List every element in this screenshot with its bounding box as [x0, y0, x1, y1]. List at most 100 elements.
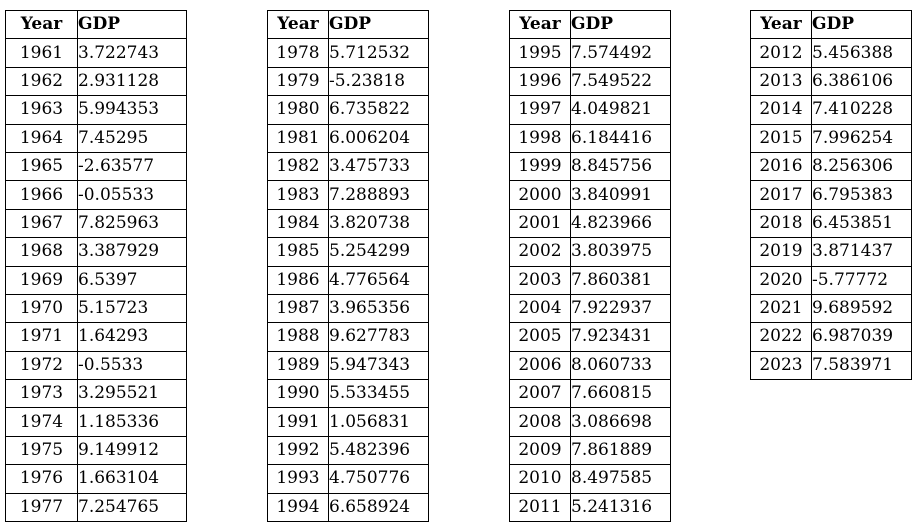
gdp-cell: 7.996254 — [811, 123, 912, 153]
year-cell: 2009 — [509, 435, 571, 466]
year-cell: 2010 — [509, 464, 571, 494]
table-row: 2018 6.453851 — [750, 208, 912, 239]
gdp-cell: 7.583971 — [811, 350, 912, 381]
year-cell: 1976 — [5, 464, 78, 494]
table-row: 2008 3.086698 — [509, 407, 671, 437]
table-row: 1993 4.750776 — [267, 464, 429, 494]
table-row: 1997 4.049821 — [509, 95, 671, 125]
table-row: 1961 3.722743 — [5, 38, 187, 68]
table-row: 1999 8.845756 — [509, 151, 671, 182]
gdp-cell: 3.086698 — [570, 407, 671, 437]
table-row: 2000 3.840991 — [509, 180, 671, 210]
gdp-cell: 7.860381 — [570, 265, 671, 295]
gdp-cell: 3.840991 — [570, 180, 671, 210]
year-cell: 2018 — [750, 208, 812, 239]
year-cell: 1973 — [5, 379, 78, 409]
table-row: 1988 9.627783 — [267, 322, 429, 352]
gdp-cell: 6.006204 — [328, 123, 429, 153]
year-cell: 1980 — [267, 95, 329, 125]
gdp-cell: 6.987039 — [811, 322, 912, 352]
gdp-cell: 6.453851 — [811, 208, 912, 239]
table-row: 2012 5.456388 — [750, 38, 912, 68]
table-row: 1987 3.965356 — [267, 293, 429, 324]
year-cell: 1978 — [267, 38, 329, 68]
table-row: 1984 3.820738 — [267, 208, 429, 239]
table-row: 1985 5.254299 — [267, 237, 429, 267]
table-row: 1992 5.482396 — [267, 435, 429, 466]
gdp-cell: 3.387929 — [77, 237, 187, 267]
year-cell: 1972 — [5, 350, 78, 381]
year-cell: 2007 — [509, 379, 571, 409]
year-cell: 2003 — [509, 265, 571, 295]
table-row: 2011 5.241316 — [509, 492, 671, 523]
gdp-cell: 7.922937 — [570, 293, 671, 324]
year-header: Year — [509, 9, 571, 40]
gdp-cell: 9.149912 — [77, 435, 187, 466]
year-cell: 2017 — [750, 180, 812, 210]
table-row: 1971 1.64293 — [5, 322, 187, 352]
gdp-cell: 8.845756 — [570, 151, 671, 182]
year-cell: 1994 — [267, 492, 329, 523]
year-cell: 1968 — [5, 237, 78, 267]
table-row: 2010 8.497585 — [509, 464, 671, 494]
year-cell: 1985 — [267, 237, 329, 267]
year-cell: 1969 — [5, 265, 78, 295]
table-row: 2003 7.860381 — [509, 265, 671, 295]
table-row: 1990 5.533455 — [267, 379, 429, 409]
gdp-cell: 1.185336 — [77, 407, 187, 437]
gdp-header: GDP — [328, 9, 429, 40]
gdp-cell: 9.689592 — [811, 293, 912, 324]
table-row: 1973 3.295521 — [5, 379, 187, 409]
gdp-cell: 2.931128 — [77, 66, 187, 97]
gdp-header: GDP — [77, 9, 187, 40]
table-row: 1975 9.149912 — [5, 435, 187, 466]
gdp-cell: -0.05533 — [77, 180, 187, 210]
table-row: 2020 -5.77772 — [750, 265, 912, 295]
gdp-cell: 7.660815 — [570, 379, 671, 409]
gdp-cell: 5.712532 — [328, 38, 429, 68]
table-row: 1963 5.994353 — [5, 95, 187, 125]
year-cell: 1988 — [267, 322, 329, 352]
table-row: 2005 7.923431 — [509, 322, 671, 352]
gdp-cell: 3.475733 — [328, 151, 429, 182]
table-container-2: Year GDP 1978 5.712532 1979 -5.23818 1980 6.7… — [267, 9, 429, 523]
table-row: 1996 7.549522 — [509, 66, 671, 97]
gdp-cell: -0.5533 — [77, 350, 187, 381]
gdp-cell: 5.254299 — [328, 237, 429, 267]
gdp-cell: 7.574492 — [570, 38, 671, 68]
gdp-cell: 3.722743 — [77, 38, 187, 68]
table-row: 1977 7.254765 — [5, 492, 187, 523]
table-row: 1970 5.15723 — [5, 293, 187, 324]
year-cell: 2012 — [750, 38, 812, 68]
gdp-cell: 7.825963 — [77, 208, 187, 239]
year-cell: 1974 — [5, 407, 78, 437]
table-row: 1998 6.184416 — [509, 123, 671, 153]
year-header: Year — [5, 9, 78, 40]
year-cell: 2015 — [750, 123, 812, 153]
year-cell: 1971 — [5, 322, 78, 352]
gdp-cell: 7.45295 — [77, 123, 187, 153]
gdp-cell: 7.549522 — [570, 66, 671, 97]
year-header: Year — [267, 9, 329, 40]
table-row: 2019 3.871437 — [750, 237, 912, 267]
gdp-cell: 3.803975 — [570, 237, 671, 267]
year-cell: 1982 — [267, 151, 329, 182]
year-header: Year — [750, 9, 812, 40]
gdp-cell: 5.482396 — [328, 435, 429, 466]
gdp-table-2012-2023: Year GDP 2012 5.456388 2013 6.386106 2014 7.4… — [750, 9, 912, 381]
table-row: 1967 7.825963 — [5, 208, 187, 239]
year-cell: 2000 — [509, 180, 571, 210]
gdp-cell: 6.184416 — [570, 123, 671, 153]
gdp-cell: 8.060733 — [570, 350, 671, 381]
year-cell: 2023 — [750, 350, 812, 381]
gdp-cell: 3.820738 — [328, 208, 429, 239]
table-row: 1974 1.185336 — [5, 407, 187, 437]
table-container-3: Year GDP 1995 7.574492 1996 7.549522 1997 4.0… — [509, 9, 671, 523]
table-row: 2009 7.861889 — [509, 435, 671, 466]
table-header-row: Year GDP — [267, 9, 429, 40]
gdp-cell: 7.288893 — [328, 180, 429, 210]
year-cell: 1999 — [509, 151, 571, 182]
gdp-header: GDP — [570, 9, 671, 40]
gdp-cell: 3.965356 — [328, 293, 429, 324]
